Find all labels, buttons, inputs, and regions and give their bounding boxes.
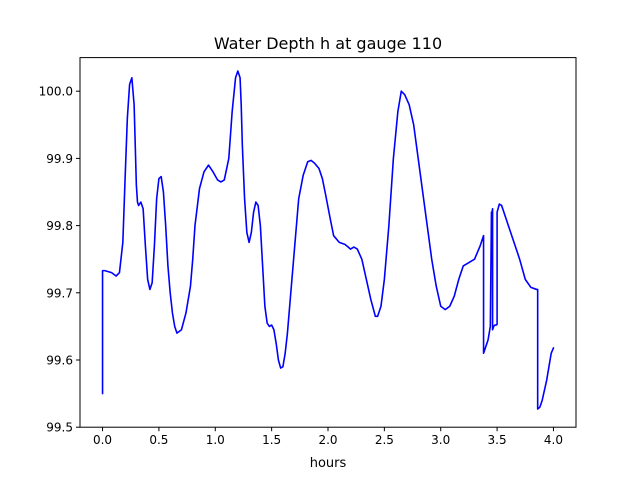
chart-title: Water Depth h at gauge 110 <box>214 34 442 53</box>
x-tick-label: 2.0 <box>318 433 337 447</box>
x-tick-label: 2.5 <box>375 433 394 447</box>
x-tick-label: 0.5 <box>149 433 168 447</box>
y-tick-label: 99.7 <box>46 286 73 300</box>
x-axis-label: hours <box>310 456 347 471</box>
x-tick-label: 4.0 <box>544 433 563 447</box>
plot-area <box>79 57 577 428</box>
x-tick-label: 1.5 <box>262 433 281 447</box>
y-tick-label: 99.6 <box>46 354 73 368</box>
x-tick-label: 3.5 <box>488 433 507 447</box>
y-tick-label: 99.5 <box>46 421 73 435</box>
y-tick-label: 99.8 <box>46 219 73 233</box>
y-tick-label: 100.0 <box>39 85 73 99</box>
x-tick-label: 1.0 <box>206 433 225 447</box>
series-layer <box>101 70 555 410</box>
series-line <box>101 70 555 410</box>
x-tick-label: 3.0 <box>431 433 450 447</box>
y-axis: 99.5 99.6 99.7 99.8 99.9 100.0 <box>39 85 80 435</box>
x-tick-label: 0.0 <box>93 433 112 447</box>
y-tick-label: 99.9 <box>46 152 73 166</box>
x-axis: 0.0 0.5 1.0 1.5 2.0 2.5 3.0 3.5 4.0 <box>93 427 563 447</box>
